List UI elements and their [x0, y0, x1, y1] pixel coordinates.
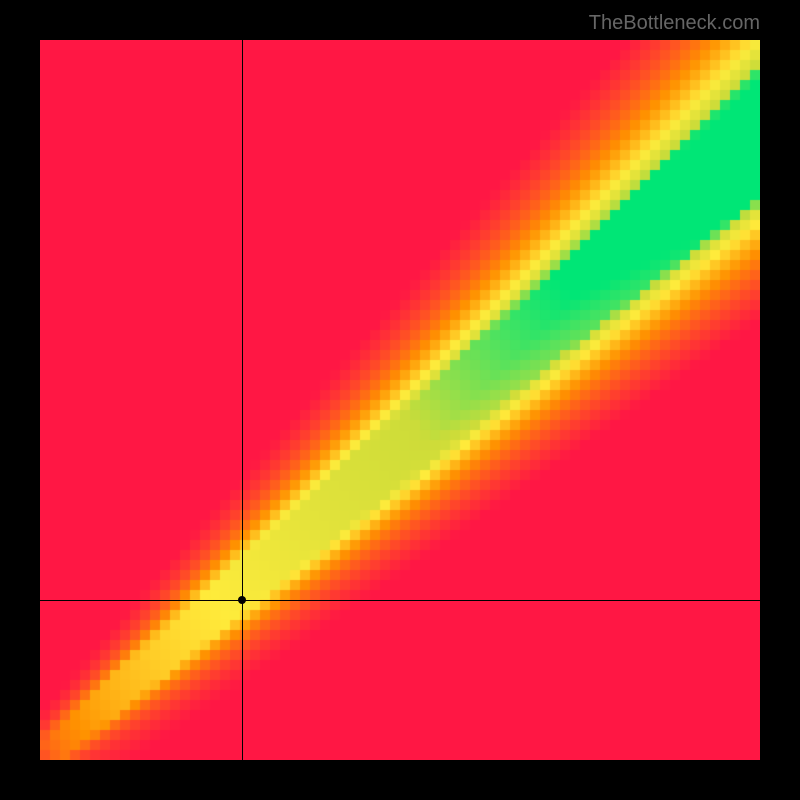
- watermark-text: TheBottleneck.com: [589, 12, 760, 35]
- heatmap-canvas: [40, 40, 760, 760]
- bottleneck-heatmap: [40, 40, 760, 760]
